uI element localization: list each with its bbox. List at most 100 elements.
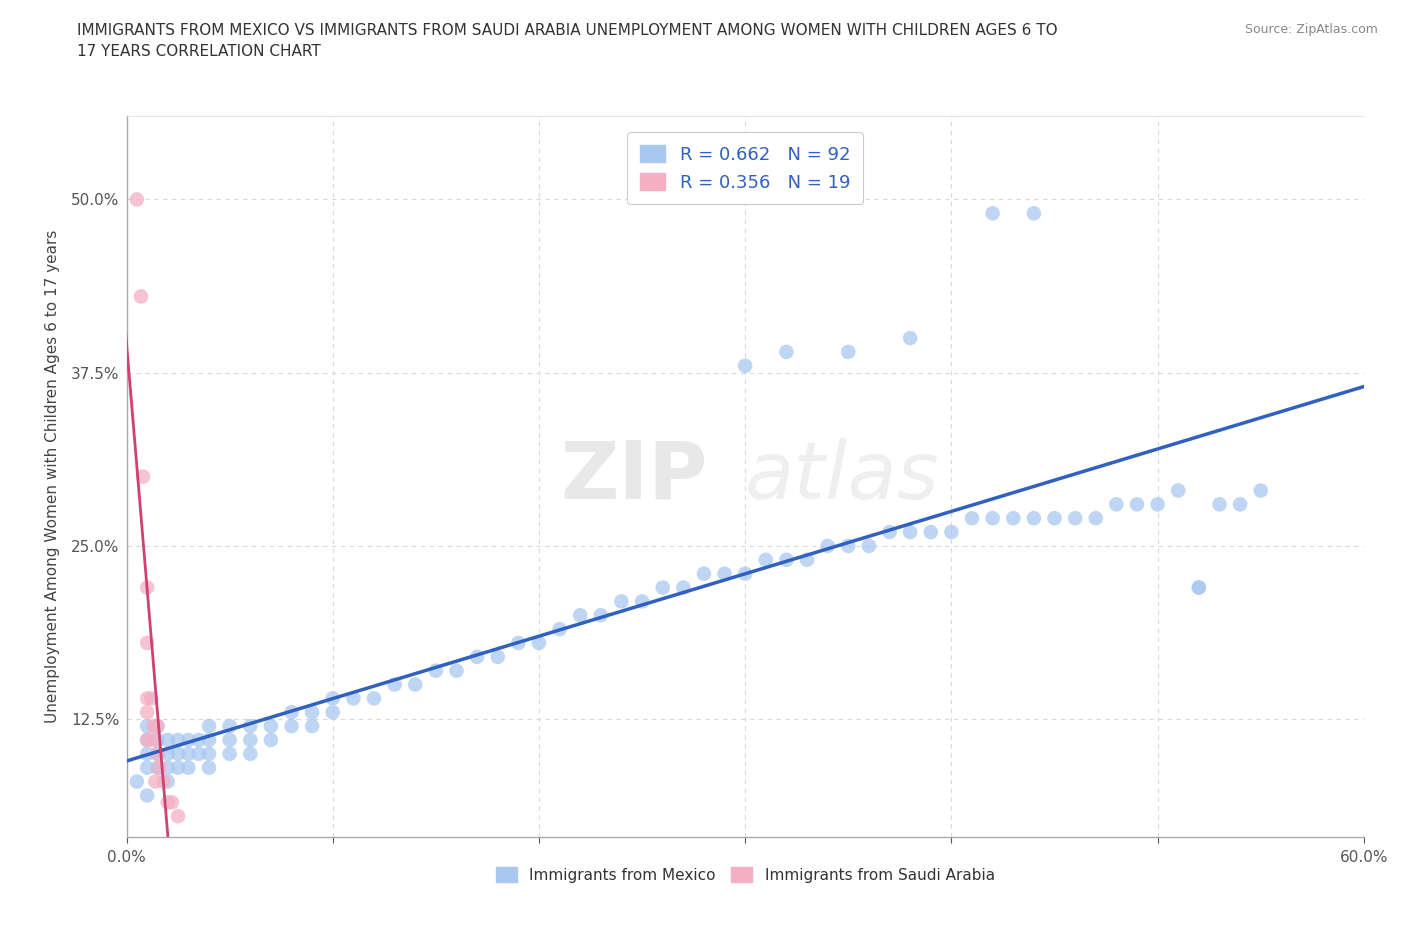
- Point: [569, 608, 592, 623]
- Point: [280, 719, 302, 734]
- Point: [734, 566, 756, 581]
- Point: [713, 566, 735, 581]
- Point: [775, 552, 797, 567]
- Point: [404, 677, 426, 692]
- Point: [136, 760, 159, 775]
- Point: [1126, 497, 1149, 512]
- Point: [146, 719, 169, 734]
- Point: [941, 525, 963, 539]
- Point: [187, 747, 209, 762]
- Point: [142, 719, 165, 734]
- Point: [1022, 206, 1045, 220]
- Point: [146, 719, 169, 734]
- Point: [898, 330, 921, 345]
- Point: [342, 691, 364, 706]
- Point: [156, 795, 179, 810]
- Point: [167, 733, 190, 748]
- Point: [239, 719, 262, 734]
- Point: [198, 733, 221, 748]
- Point: [156, 774, 179, 789]
- Point: [734, 358, 756, 373]
- Point: [1064, 511, 1087, 525]
- Point: [1084, 511, 1107, 525]
- Point: [148, 760, 170, 775]
- Point: [218, 747, 240, 762]
- Point: [146, 733, 169, 748]
- Point: [755, 552, 778, 567]
- Point: [879, 525, 901, 539]
- Point: [301, 719, 323, 734]
- Point: [136, 788, 159, 803]
- Point: [425, 663, 447, 678]
- Point: [322, 691, 344, 706]
- Point: [898, 525, 921, 539]
- Point: [672, 580, 695, 595]
- Point: [1229, 497, 1251, 512]
- Point: [160, 795, 183, 810]
- Point: [610, 594, 633, 609]
- Point: [280, 705, 302, 720]
- Point: [384, 677, 406, 692]
- Point: [1043, 511, 1066, 525]
- Point: [465, 649, 488, 664]
- Text: Source: ZipAtlas.com: Source: ZipAtlas.com: [1244, 23, 1378, 36]
- Point: [981, 511, 1004, 525]
- Point: [136, 705, 159, 720]
- Point: [1105, 497, 1128, 512]
- Point: [136, 733, 159, 748]
- Point: [136, 635, 159, 650]
- Point: [960, 511, 983, 525]
- Text: atlas: atlas: [745, 438, 941, 515]
- Point: [1002, 511, 1025, 525]
- Point: [218, 733, 240, 748]
- Text: ZIP: ZIP: [561, 438, 709, 515]
- Point: [145, 774, 167, 789]
- Point: [136, 733, 159, 748]
- Point: [146, 747, 169, 762]
- Point: [125, 774, 148, 789]
- Point: [775, 344, 797, 359]
- Point: [631, 594, 654, 609]
- Point: [796, 552, 818, 567]
- Point: [177, 760, 200, 775]
- Point: [132, 470, 155, 485]
- Point: [837, 538, 859, 553]
- Y-axis label: Unemployment Among Women with Children Ages 6 to 17 years: Unemployment Among Women with Children A…: [45, 230, 60, 724]
- Point: [198, 760, 221, 775]
- Point: [141, 691, 163, 706]
- Point: [322, 705, 344, 720]
- Point: [981, 206, 1004, 220]
- Point: [177, 733, 200, 748]
- Point: [837, 344, 859, 359]
- Point: [136, 747, 159, 762]
- Point: [260, 719, 283, 734]
- Point: [136, 691, 159, 706]
- Point: [146, 747, 169, 762]
- Point: [136, 719, 159, 734]
- Point: [142, 733, 165, 748]
- Point: [239, 747, 262, 762]
- Point: [693, 566, 716, 581]
- Point: [125, 192, 148, 206]
- Point: [817, 538, 839, 553]
- Point: [156, 733, 179, 748]
- Point: [129, 289, 152, 304]
- Legend: Immigrants from Mexico, Immigrants from Saudi Arabia: Immigrants from Mexico, Immigrants from …: [488, 860, 1002, 891]
- Point: [146, 760, 169, 775]
- Point: [1022, 511, 1045, 525]
- Point: [858, 538, 880, 553]
- Point: [1208, 497, 1230, 512]
- Point: [527, 635, 550, 650]
- Point: [1146, 497, 1168, 512]
- Point: [260, 733, 283, 748]
- Point: [136, 580, 159, 595]
- Point: [177, 747, 200, 762]
- Point: [152, 774, 174, 789]
- Point: [1188, 580, 1211, 595]
- Point: [589, 608, 612, 623]
- Point: [167, 760, 190, 775]
- Point: [363, 691, 385, 706]
- Point: [301, 705, 323, 720]
- Point: [218, 719, 240, 734]
- Point: [1250, 483, 1272, 498]
